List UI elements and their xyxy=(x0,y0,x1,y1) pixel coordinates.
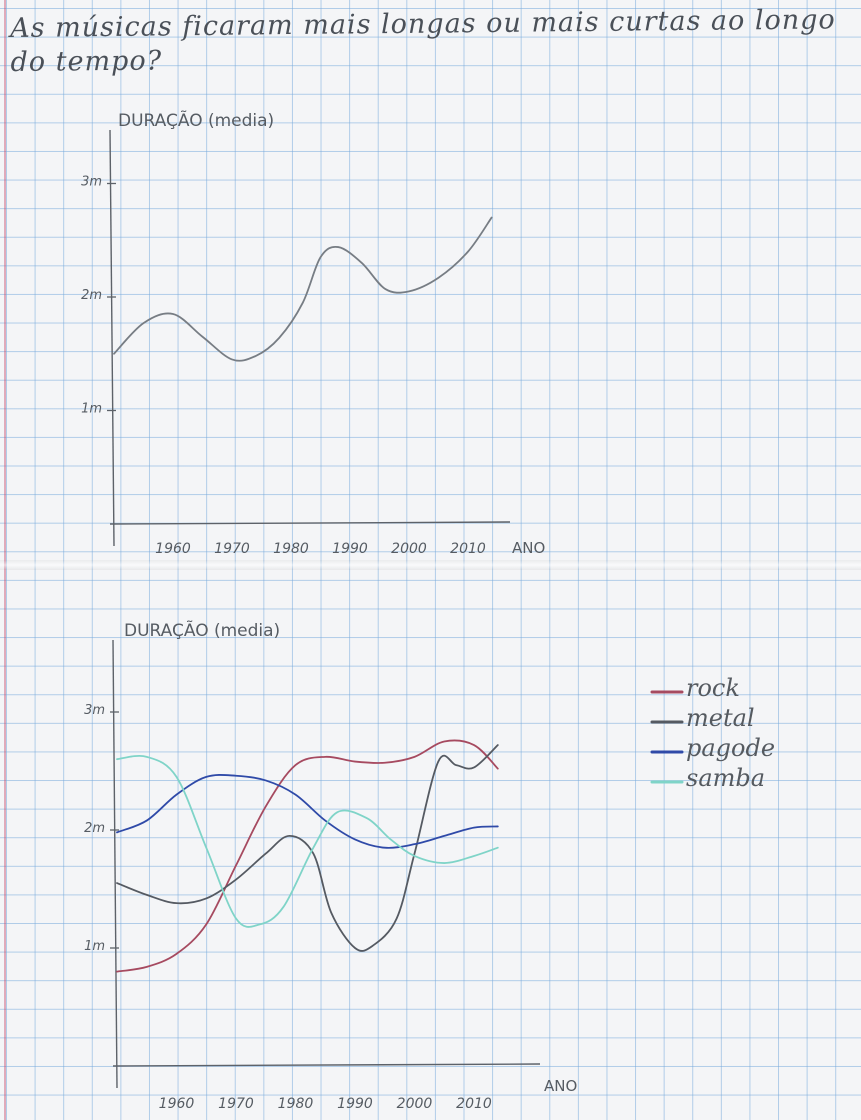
x-tick-label: 2010 xyxy=(450,541,486,557)
x-tick-label: 2010 xyxy=(456,1096,492,1112)
y-tick-label: 2m xyxy=(84,821,105,836)
series-line-samba xyxy=(116,755,499,928)
series-line-pagode xyxy=(116,774,499,849)
y-tick-label: 1m xyxy=(81,402,102,417)
legend-label-rock: rock xyxy=(686,674,740,702)
y-axis xyxy=(109,129,115,547)
y-axis-label: DURAÇÃO (media) xyxy=(118,109,274,131)
x-axis xyxy=(112,1063,541,1067)
x-tick-label: 1980 xyxy=(273,541,309,557)
x-tick-label: 1990 xyxy=(332,541,368,557)
y-axis-label: DURAÇÃO (media) xyxy=(124,619,280,641)
x-tick-label: 1960 xyxy=(159,1096,195,1112)
x-axis xyxy=(109,521,511,525)
x-tick-label: 1960 xyxy=(155,541,191,557)
legend-label-metal: metal xyxy=(686,704,755,732)
y-axis xyxy=(112,639,118,1089)
x-tick-label: 1990 xyxy=(337,1096,373,1112)
y-tick-label: 2m xyxy=(81,288,102,303)
y-tick-label: 3m xyxy=(84,703,105,718)
y-tick-label: 1m xyxy=(84,939,105,954)
y-tick-label: 3m xyxy=(81,175,102,190)
x-axis-label: ANO xyxy=(512,539,545,557)
x-tick-label: 1970 xyxy=(218,1096,254,1112)
x-tick-label: 2000 xyxy=(391,541,427,557)
series-line-0 xyxy=(113,216,493,362)
paper-fold xyxy=(0,560,861,570)
x-tick-label: 1970 xyxy=(214,541,250,557)
x-tick-label: 1980 xyxy=(278,1096,314,1112)
x-tick-label: 2000 xyxy=(397,1096,433,1112)
legend-label-pagode: pagode xyxy=(686,734,775,762)
series-line-metal xyxy=(116,744,499,952)
x-axis-label: ANO xyxy=(544,1077,577,1095)
series-line-rock xyxy=(116,739,499,973)
legend-label-samba: samba xyxy=(686,764,765,792)
